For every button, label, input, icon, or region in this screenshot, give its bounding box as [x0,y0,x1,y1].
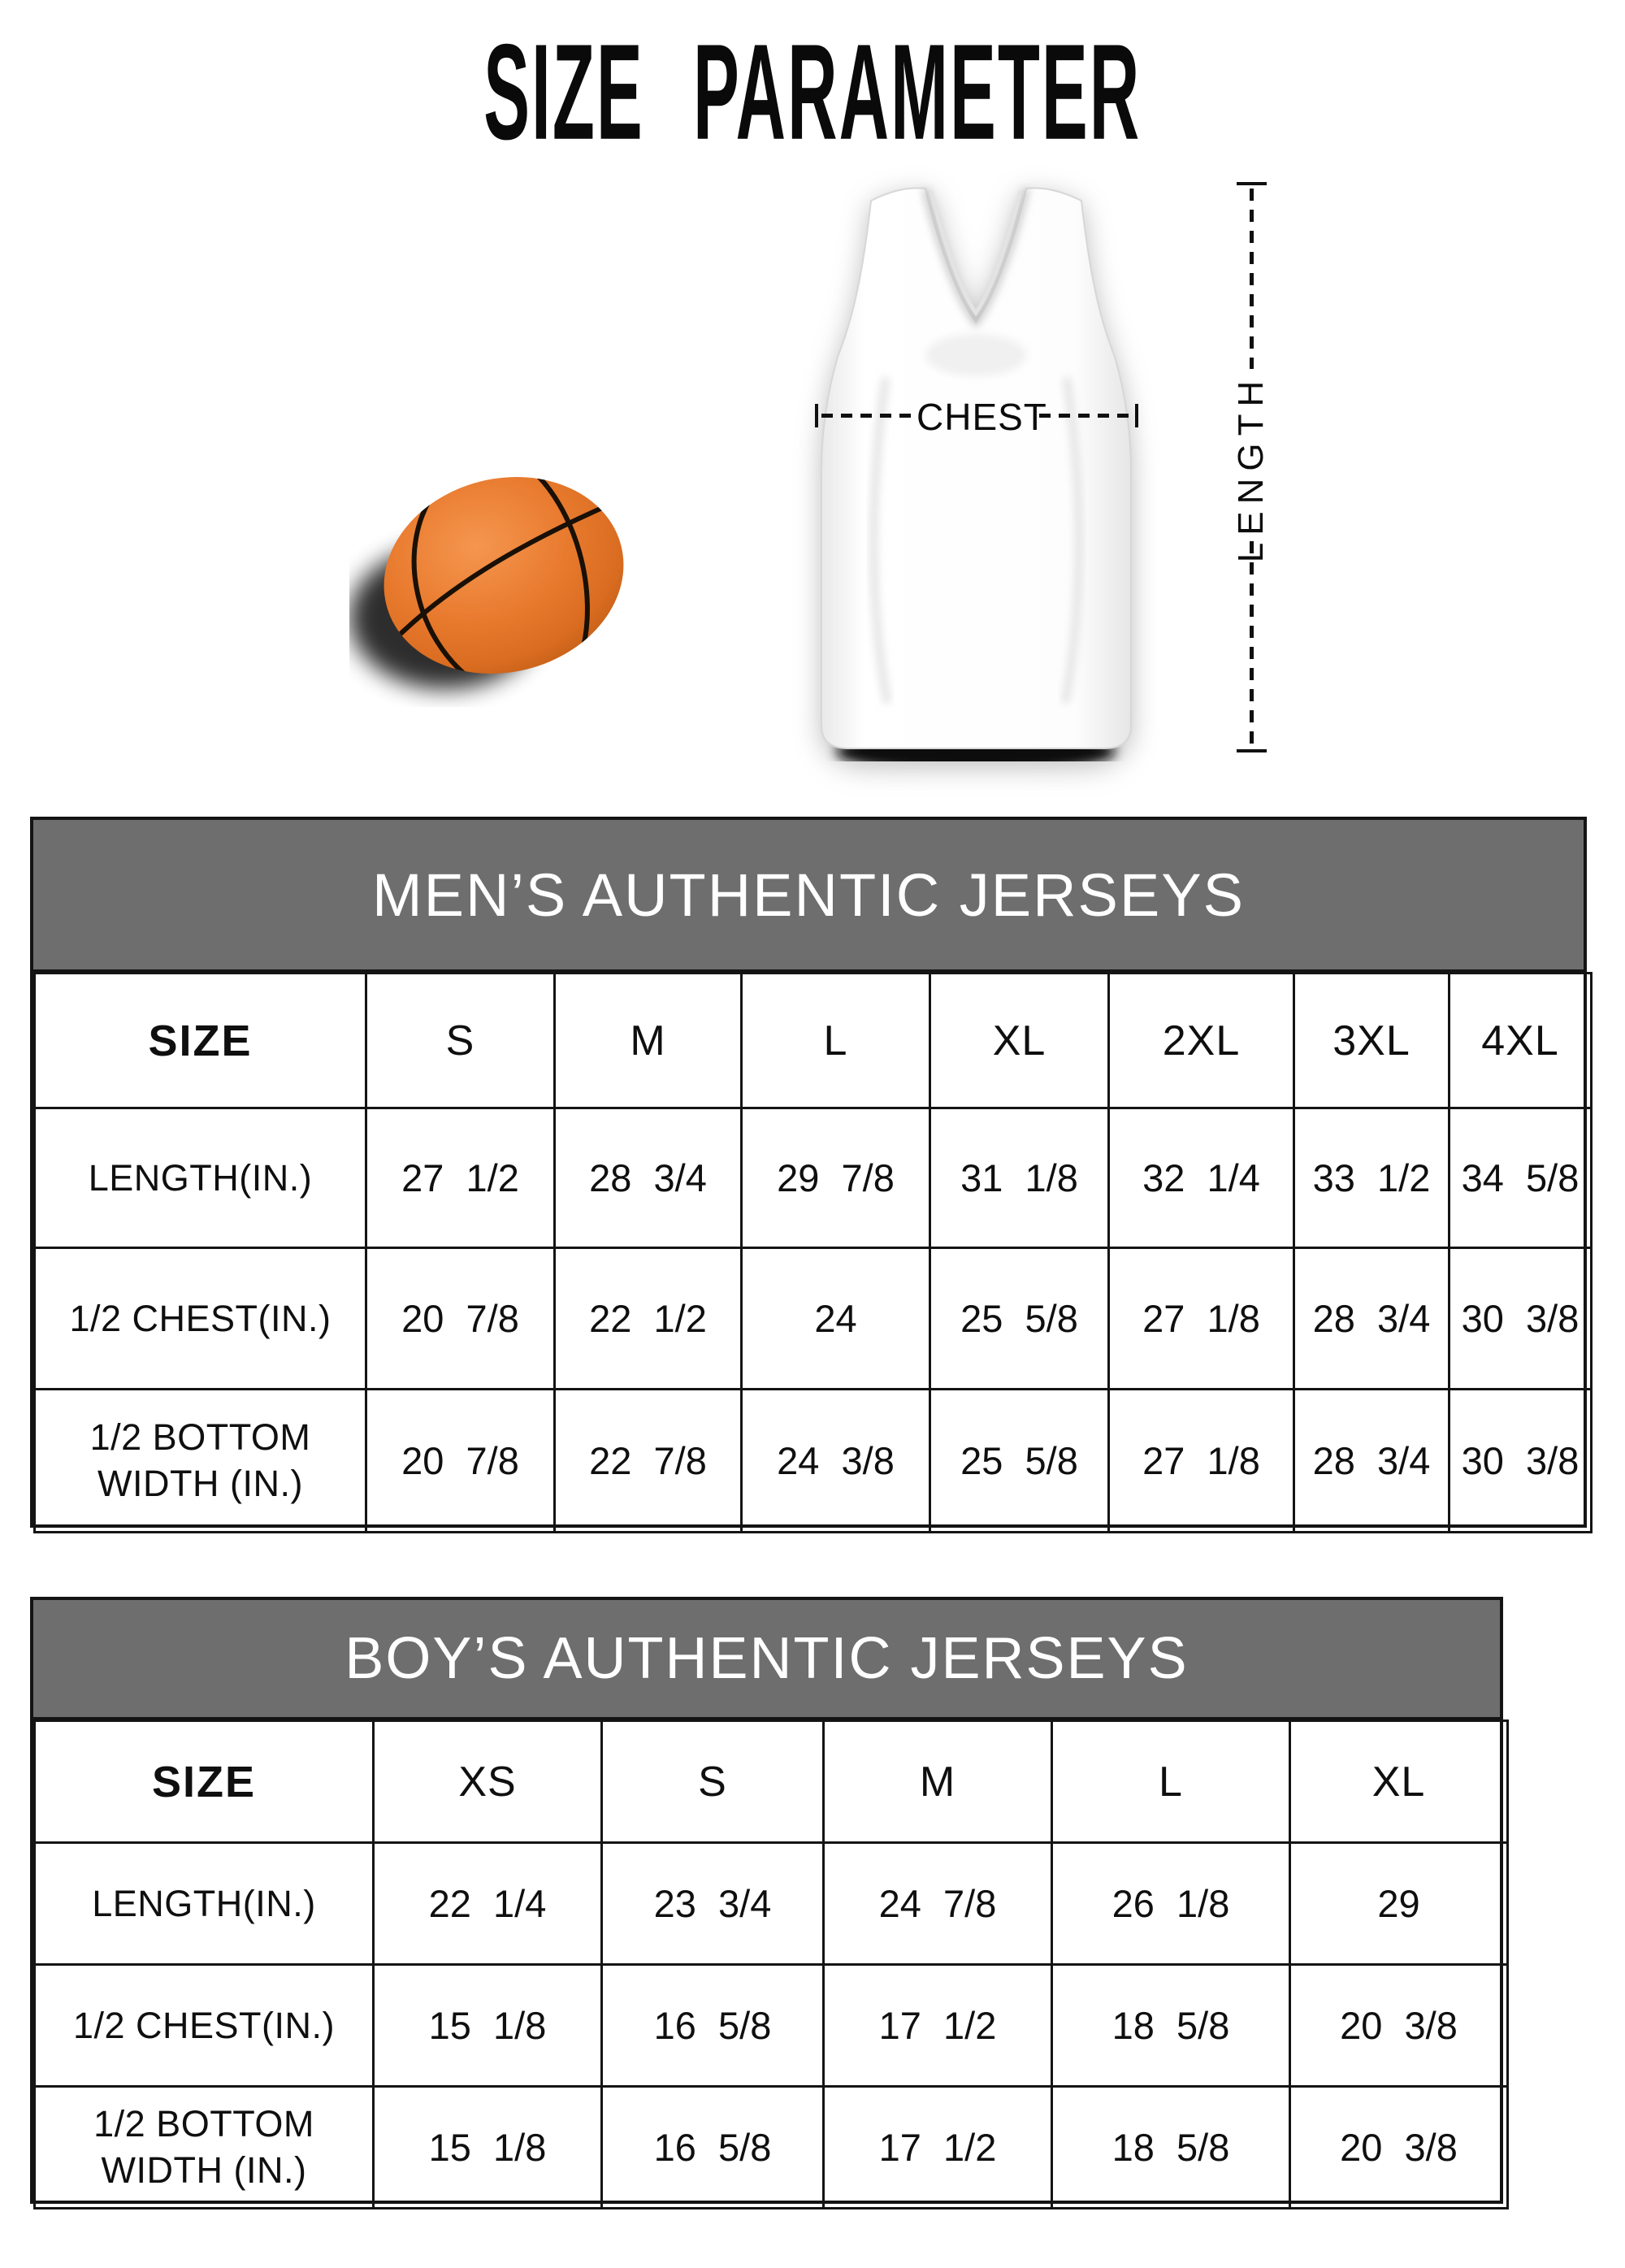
table-cell: 17 1/2 [822,2085,1053,2209]
page-title-text: SIZE PARAMETER [483,16,1142,169]
table-cell: 28 3/4 [553,1107,743,1249]
column-header-l: L [1051,1719,1291,1844]
table-cell: 24 [740,1247,931,1390]
chest-dashed-line-right [1039,414,1133,418]
table-cell: 33 1/2 [1293,1107,1450,1249]
table-cell: 24 3/8 [740,1388,931,1533]
table-cell: 23 3/4 [600,1841,825,1966]
table-cell: 28 3/4 [1293,1388,1450,1533]
length-bottom-tick [1237,749,1267,752]
row-label-length: LENGTH(IN.) [33,1841,375,1966]
boys-table-title-band: BOY’S AUTHENTIC JERSEYS [33,1600,1500,1719]
length-dashed-line-lower [1250,541,1254,746]
column-header-3xl: 3XL [1293,972,1450,1109]
mens-size-grid: SIZE S M L XL 2XL 3XL 4XL LENGTH(IN.) 27… [33,972,1592,1533]
table-row-half-bottom-width: 1/2 BOTTOM WIDTH (IN.) 15 1/8 16 5/8 17 … [33,2085,1509,2209]
table-row-length: LENGTH(IN.) 22 1/4 23 3/4 24 7/8 26 1/8 … [33,1841,1509,1966]
table-cell: 32 1/4 [1107,1107,1295,1249]
table-cell: 20 3/8 [1289,1963,1509,2088]
table-cell: 20 3/8 [1289,2085,1509,2209]
table-cell: 27 1/2 [365,1107,556,1249]
table-cell: 24 7/8 [822,1841,1053,1966]
table-cell: 20 7/8 [365,1388,556,1533]
boys-size-table: BOY’S AUTHENTIC JERSEYS SIZE XS S M L XL… [30,1597,1509,2209]
column-header-2xl: 2XL [1107,972,1295,1109]
mens-table-title: MEN’S AUTHENTIC JERSEYS [372,861,1245,929]
page-title: SIZE PARAMETER [0,16,1625,168]
table-cell: 27 1/8 [1107,1388,1295,1533]
table-cell: 30 3/8 [1448,1247,1592,1390]
jersey-icon [812,183,1140,773]
table-cell: 18 5/8 [1051,2085,1291,2209]
table-cell: 22 7/8 [553,1388,743,1533]
table-row: SIZE XS S M L XL [33,1719,1509,1844]
basketball-icon [349,455,626,707]
row-label-half-bottom-width: 1/2 BOTTOM WIDTH (IN.) [33,2085,375,2209]
chest-right-tick [1135,404,1138,427]
table-cell: 27 1/8 [1107,1247,1295,1390]
column-header-4xl: 4XL [1448,972,1592,1109]
table-cell: 29 [1289,1841,1509,1966]
column-header-size: SIZE [33,1719,375,1844]
column-header-xl: XL [1289,1719,1509,1844]
column-header-xs: XS [372,1719,603,1844]
table-cell: 22 1/4 [372,1841,603,1966]
table-row: SIZE S M L XL 2XL 3XL 4XL [33,972,1592,1109]
column-header-m: M [553,972,743,1109]
column-header-s: S [600,1719,825,1844]
table-cell: 20 7/8 [365,1247,556,1390]
chest-dashed-line-left [821,414,917,418]
table-cell: 15 1/8 [372,2085,603,2209]
row-label-half-chest: 1/2 CHEST(IN.) [33,1247,367,1390]
row-label-line1: 1/2 BOTTOM [89,1416,311,1459]
table-cell: 18 5/8 [1051,1963,1291,2088]
chest-left-tick [815,404,818,427]
table-row-half-bottom-width: 1/2 BOTTOM WIDTH (IN.) 20 7/8 22 7/8 24 … [33,1388,1592,1533]
row-label-length: LENGTH(IN.) [33,1107,367,1249]
table-cell: 16 5/8 [600,2085,825,2209]
table-row-half-chest: 1/2 CHEST(IN.) 15 1/8 16 5/8 17 1/2 18 5… [33,1963,1509,2088]
column-header-l: L [740,972,931,1109]
table-cell: 29 7/8 [740,1107,931,1249]
table-cell: 26 1/8 [1051,1841,1291,1966]
table-row-half-chest: 1/2 CHEST(IN.) 20 7/8 22 1/2 24 25 5/8 2… [33,1247,1592,1390]
length-label: LENGTH [1231,373,1271,563]
table-cell: 31 1/8 [929,1107,1110,1249]
table-cell: 34 5/8 [1448,1107,1592,1249]
table-cell: 22 1/2 [553,1247,743,1390]
mens-table-title-band: MEN’S AUTHENTIC JERSEYS [33,820,1584,972]
table-cell: 25 5/8 [929,1247,1110,1390]
column-header-m: M [822,1719,1053,1844]
boys-size-grid: SIZE XS S M L XL LENGTH(IN.) 22 1/4 23 3… [33,1719,1509,2209]
length-measure-line: LENGTH [1219,179,1292,757]
boys-table-title: BOY’S AUTHENTIC JERSEYS [344,1626,1189,1691]
column-header-size: SIZE [33,972,367,1109]
length-top-tick [1237,182,1267,185]
table-cell: 16 5/8 [600,1963,825,2088]
row-label-line1: 1/2 BOTTOM [93,2103,314,2145]
table-row-length: LENGTH(IN.) 27 1/2 28 3/4 29 7/8 31 1/8 … [33,1107,1592,1249]
table-cell: 28 3/4 [1293,1247,1450,1390]
row-label-half-bottom-width: 1/2 BOTTOM WIDTH (IN.) [33,1388,367,1533]
table-cell: 30 3/8 [1448,1388,1592,1533]
row-label-half-chest: 1/2 CHEST(IN.) [33,1963,375,2088]
row-label-line2: WIDTH (IN.) [101,2149,307,2191]
length-dashed-line-upper [1250,189,1254,369]
mens-size-table: MEN’S AUTHENTIC JERSEYS SIZE S M L XL 2X… [30,817,1592,1533]
chest-label: CHEST [916,396,1047,438]
column-header-s: S [365,972,556,1109]
chest-measure-line: CHEST [815,396,1140,438]
table-cell: 15 1/8 [372,1963,603,2088]
table-cell: 17 1/2 [822,1963,1053,2088]
measurement-diagram: CHEST LENGTH [0,0,1625,817]
row-label-line2: WIDTH (IN.) [98,1462,303,1504]
table-cell: 25 5/8 [929,1388,1110,1533]
column-header-xl: XL [929,972,1110,1109]
